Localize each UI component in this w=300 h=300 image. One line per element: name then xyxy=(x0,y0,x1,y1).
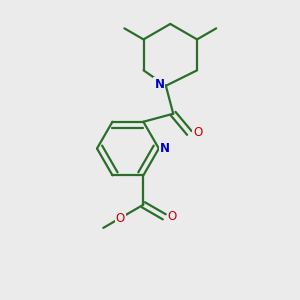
Text: N: N xyxy=(160,142,170,155)
Text: N: N xyxy=(154,78,164,91)
Text: O: O xyxy=(168,210,177,223)
Text: O: O xyxy=(193,126,202,140)
Text: O: O xyxy=(116,212,125,225)
